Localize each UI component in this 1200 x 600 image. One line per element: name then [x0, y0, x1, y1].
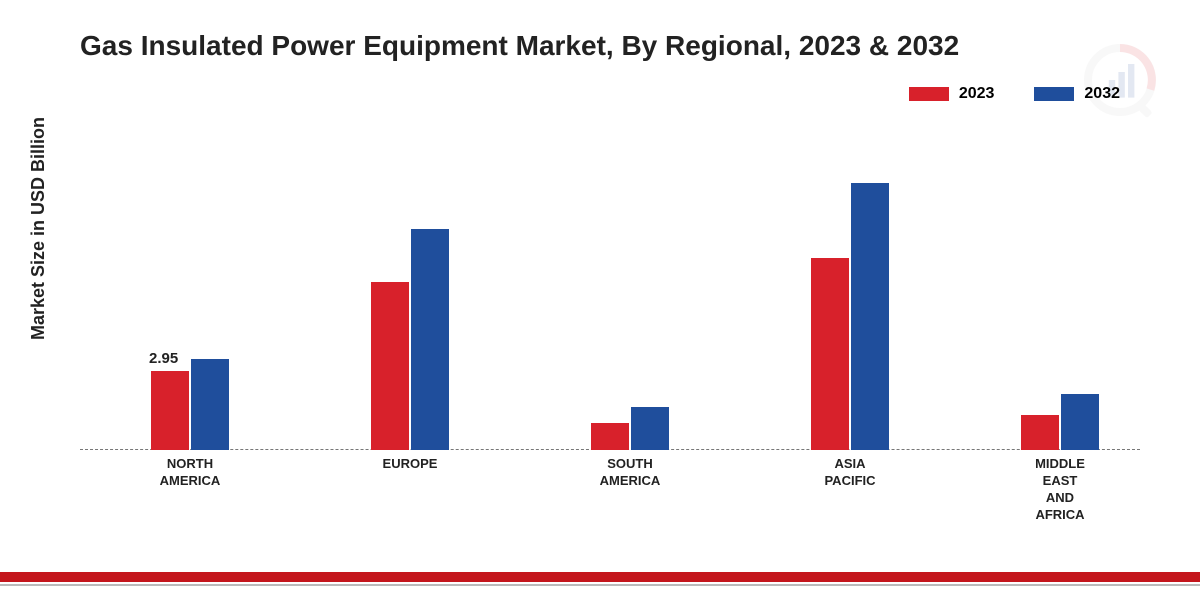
- x-axis-label: NORTHAMERICA: [110, 456, 270, 490]
- footer-bar: [0, 572, 1200, 582]
- x-axis-label: EUROPE: [330, 456, 490, 473]
- chart-title: Gas Insulated Power Equipment Market, By…: [80, 30, 959, 62]
- bar: [1021, 415, 1059, 450]
- x-axis-label: ASIAPACIFIC: [770, 456, 930, 490]
- bar: [191, 359, 229, 450]
- bar-value-label: 2.95: [149, 350, 178, 367]
- y-axis-label: Market Size in USD Billion: [28, 117, 49, 340]
- bar: [371, 282, 409, 450]
- plot-area: NORTHAMERICAEUROPESOUTHAMERICAASIAPACIFI…: [80, 130, 1140, 450]
- chart-container: Gas Insulated Power Equipment Market, By…: [0, 0, 1200, 600]
- bar: [151, 371, 189, 450]
- watermark-logo: [1080, 40, 1160, 120]
- bar: [591, 423, 629, 450]
- bar: [1061, 394, 1099, 450]
- legend-swatch-2032: [1034, 87, 1074, 101]
- legend: 2023 2032: [909, 85, 1120, 103]
- bar: [631, 407, 669, 450]
- bar: [851, 183, 889, 450]
- bar: [411, 229, 449, 450]
- legend-item-2023: 2023: [909, 85, 995, 103]
- footer-line: [0, 584, 1200, 586]
- x-axis-label: SOUTHAMERICA: [550, 456, 710, 490]
- bar: [811, 258, 849, 450]
- legend-label-2032: 2032: [1084, 85, 1120, 103]
- legend-swatch-2023: [909, 87, 949, 101]
- legend-item-2032: 2032: [1034, 85, 1120, 103]
- x-axis-label: MIDDLEEASTANDAFRICA: [980, 456, 1140, 524]
- legend-label-2023: 2023: [959, 85, 995, 103]
